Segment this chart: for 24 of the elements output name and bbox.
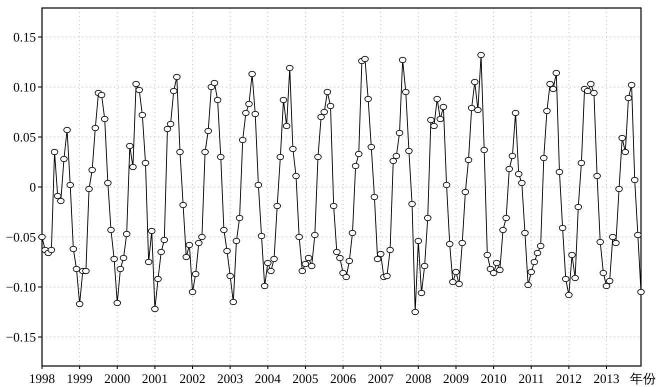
y-tick-label: −0.10 [6,280,36,294]
y-tick-label: 0.10 [13,80,36,94]
x-tick-label: 2012 [556,371,582,386]
x-tick-label: 2003 [217,371,244,386]
x-tick-label: 1999 [66,371,93,386]
y-tick-label: −0.05 [6,230,36,244]
x-tick-label: 2007 [368,371,394,386]
x-tick-label: 2004 [254,371,282,386]
x-tick-label: 2008 [405,371,432,386]
x-tick-label: 2000 [104,371,130,386]
x-tick-label: 2002 [180,371,206,386]
x-tick-label: 2013 [594,371,620,386]
x-tick-label: 2011 [518,371,544,386]
y-tick-label: 0 [30,180,36,194]
y-tick-label: 0.05 [13,130,36,144]
x-tick-label: 2005 [292,371,318,386]
x-tick-label: 1998 [29,371,55,386]
y-tick-label: 0.15 [13,30,36,44]
x-axis-title: 年份 [630,371,656,386]
x-tick-label: 2006 [330,371,357,386]
x-tick-label: 2009 [442,371,469,386]
x-tick-label: 2010 [480,371,507,386]
x-tick-label: 2001 [142,371,168,386]
y-tick-label: −0.15 [6,330,36,344]
